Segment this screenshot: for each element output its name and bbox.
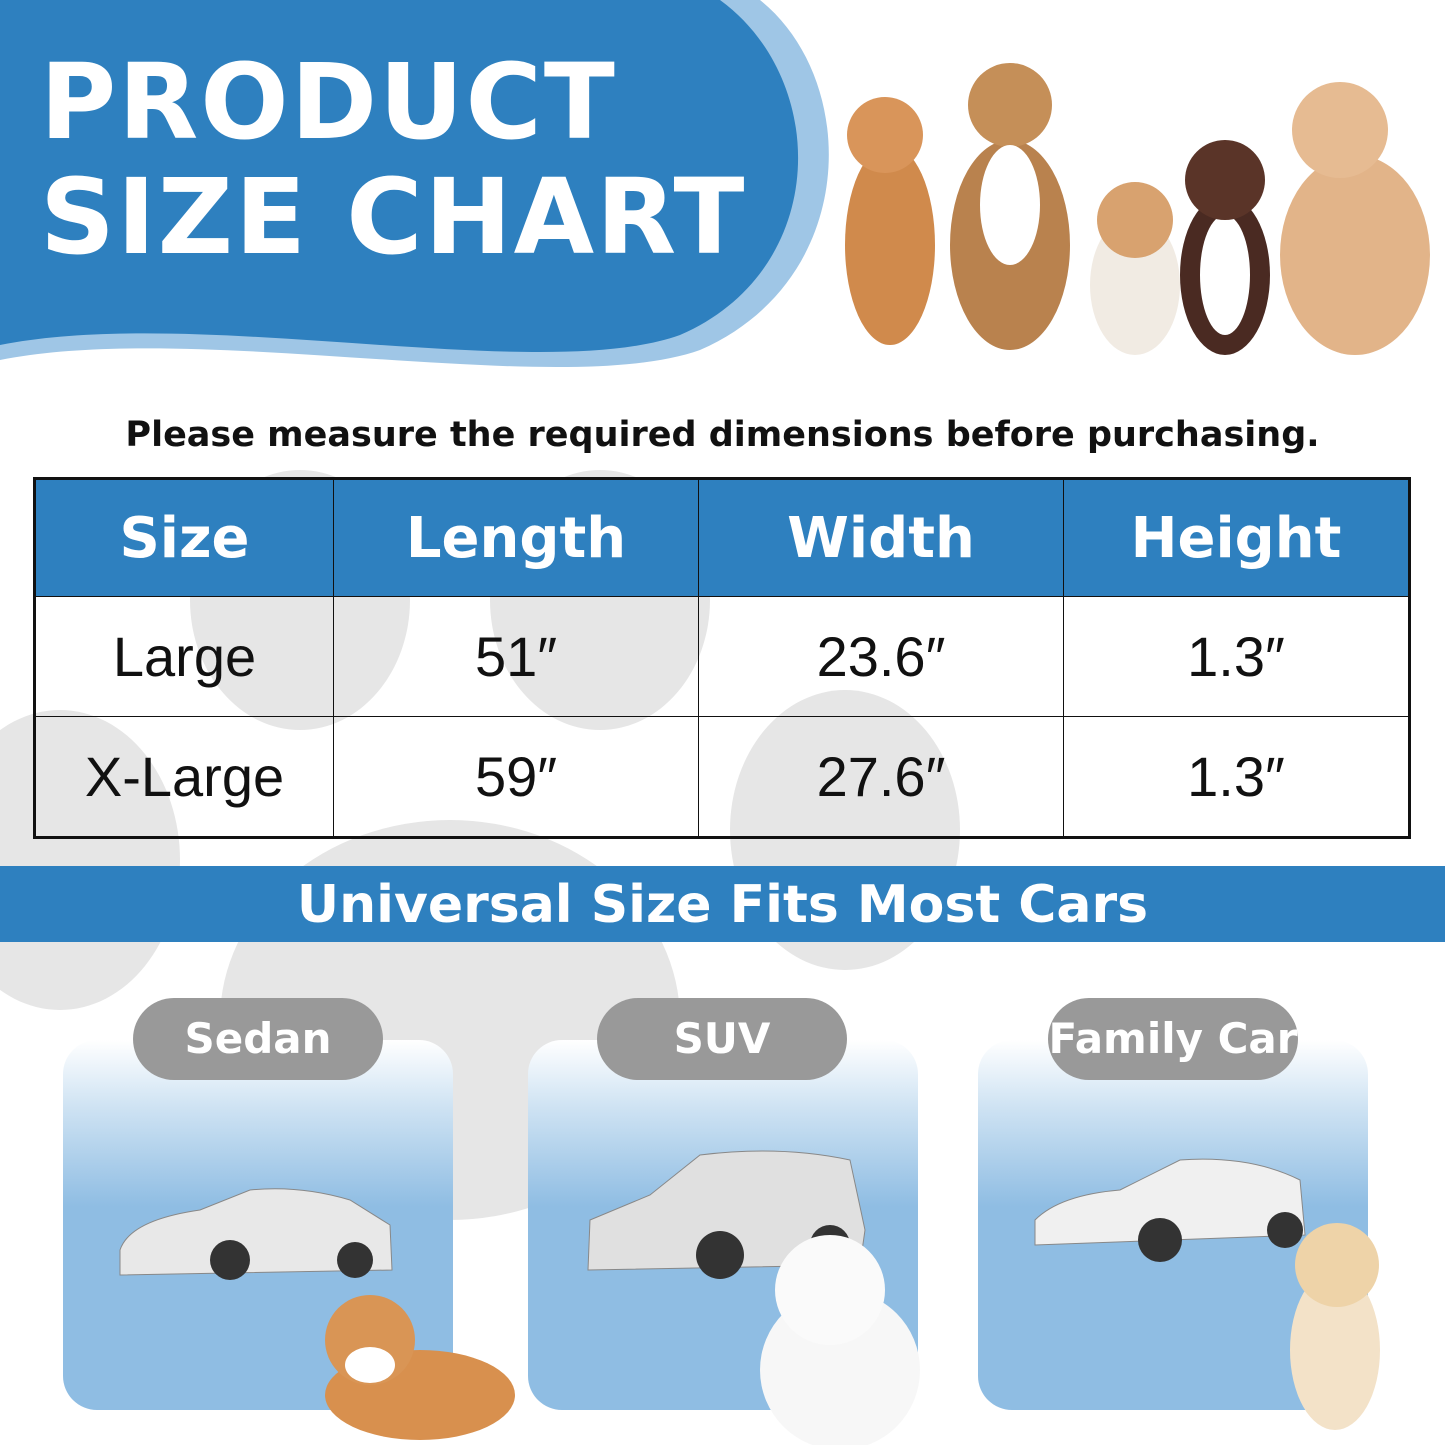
header-length: Length <box>333 478 699 597</box>
universal-fit-banner: Universal Size Fits Most Cars <box>0 866 1445 942</box>
cell-height: 1.3″ <box>1063 596 1410 717</box>
dog-icon <box>1180 140 1270 355</box>
table-row: Large 51″ 23.6″ 1.3″ <box>34 596 1410 717</box>
pets-group-image <box>845 63 1430 355</box>
corgi-dog-icon <box>325 1295 515 1440</box>
cell-width: 23.6″ <box>698 596 1064 717</box>
title-line-1: PRODUCT <box>40 41 617 163</box>
header-height: Height <box>1063 478 1410 597</box>
size-table: Size Length Width Height Large 51″ 23.6″… <box>33 477 1411 839</box>
samoyed-dog-icon <box>760 1235 920 1445</box>
sedan-car-icon <box>119 1188 393 1280</box>
dog-icon <box>950 63 1070 350</box>
cat-icon <box>845 97 935 345</box>
cell-size: Large <box>34 596 334 717</box>
label-sedan: Sedan <box>133 998 383 1080</box>
header-width: Width <box>698 478 1064 597</box>
cat-icon <box>1280 82 1430 355</box>
cars-and-dogs-images <box>119 1150 1380 1445</box>
measure-instruction: Please measure the required dimensions b… <box>125 415 1320 455</box>
table-header-row: Size Length Width Height <box>34 478 1410 597</box>
cat-icon <box>1090 182 1180 355</box>
cell-width: 27.6″ <box>698 716 1064 838</box>
label-suv: SUV <box>597 998 847 1080</box>
header-blob <box>0 0 829 368</box>
header-size: Size <box>34 478 334 597</box>
suv-car-icon <box>587 1150 866 1279</box>
cell-height: 1.3″ <box>1063 716 1410 838</box>
cell-length: 51″ <box>333 596 699 717</box>
cell-length: 59″ <box>333 716 699 838</box>
table-row: X-Large 59″ 27.6″ 1.3″ <box>34 716 1410 838</box>
cell-size: X-Large <box>34 716 334 838</box>
label-family-car: Family Car <box>1048 998 1298 1080</box>
title-line-2: SIZE CHART <box>40 156 747 278</box>
golden-puppy-icon <box>1290 1223 1380 1430</box>
family-car-icon <box>1034 1158 1306 1262</box>
